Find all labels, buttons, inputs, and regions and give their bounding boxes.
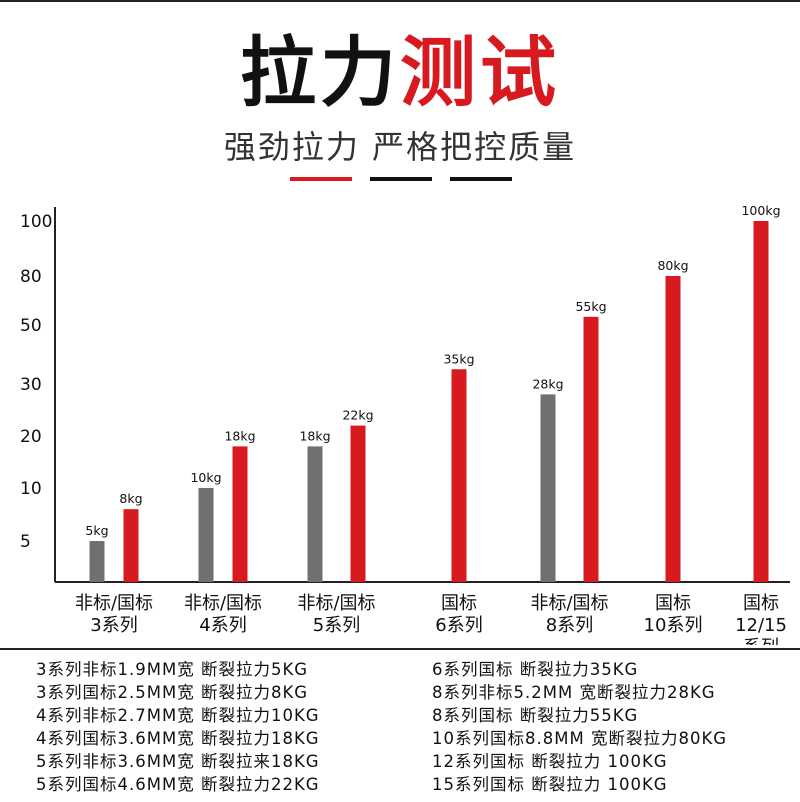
legend-line-right-6: 15系列国标 断裂拉力 100KG — [432, 775, 668, 794]
bar-value-label-g5-1: 28kg — [532, 376, 563, 391]
bar-value-label-g7-1: 100kg — [741, 203, 780, 218]
bar-value-label-g3-1: 18kg — [299, 428, 330, 443]
title-black-part: 拉力 — [240, 28, 400, 117]
legend-line-left-4: 4系列国标3.6MM宽 断裂拉力18KG — [36, 729, 320, 748]
category-label-g2-line2: 4系列 — [199, 615, 246, 636]
legend-line-left-3: 4系列非标2.7MM宽 断裂拉力10KG — [36, 706, 320, 725]
legend-line-right-4: 10系列国标8.8MM 宽断裂拉力80KG — [432, 729, 728, 748]
category-label-g7-line1: 国标 — [743, 593, 779, 614]
bar-g5-1 — [540, 394, 556, 582]
legend-line-left-1: 3系列非标1.9MM宽 断裂拉力5KG — [36, 660, 309, 679]
y-tick-label-5: 5 — [20, 532, 31, 552]
bar-value-label-g1-2: 8kg — [119, 491, 142, 506]
category-label-g5-line1: 非标/国标 — [530, 593, 608, 614]
y-tick-label-80: 80 — [20, 267, 42, 287]
page-subtitle: 强劲拉力 严格把控质量 — [223, 128, 577, 166]
page-title: 拉力测试 — [0, 28, 800, 118]
bar-value-label-g5-2: 55kg — [575, 299, 606, 314]
legend-line-right-5: 12系列国标 断裂拉力 100KG — [432, 752, 668, 771]
category-label-g2-line1: 非标/国标 — [184, 593, 262, 614]
bar-value-label-g1-1: 5kg — [85, 523, 108, 538]
y-tick-label-10: 10 — [20, 479, 42, 499]
legend-line-left-5: 5系列非标3.6MM宽 断裂拉来18KG — [36, 752, 320, 771]
category-label-g3-line1: 非标/国标 — [297, 593, 375, 614]
category-label-g5-line2: 8系列 — [546, 615, 593, 636]
bar-g2-2 — [232, 446, 248, 582]
category-label-g4-line2: 6系列 — [435, 615, 482, 636]
title-red-part: 测试 — [400, 28, 560, 117]
y-tick-label-30: 30 — [20, 375, 42, 395]
y-tick-label-100: 100 — [20, 212, 52, 232]
decor-dash-black-2 — [450, 177, 512, 181]
legend-line-right-1: 6系列国标 断裂拉力35KG — [432, 660, 639, 679]
y-tick-label-20: 20 — [20, 427, 42, 447]
bar-g1-2 — [123, 509, 139, 582]
category-label-g7-line2: 12/15 — [735, 615, 787, 636]
decor-dash-black-1 — [370, 177, 432, 181]
legend-line-left-2: 3系列国标2.5MM宽 断裂拉力8KG — [36, 683, 309, 702]
legend-line-right-2: 8系列非标5.2MM 宽断裂拉力28KG — [432, 683, 716, 702]
bar-value-label-g6-1: 80kg — [657, 258, 688, 273]
bar-g4-1 — [451, 369, 467, 582]
category-label-g1-line2: 3系列 — [90, 615, 137, 636]
tensile-bar-chart: 510203050801005kg8kg非标/国标3系列10kg18kg非标/国… — [20, 203, 790, 645]
bar-g2-1 — [198, 488, 214, 582]
decor-dash-red — [290, 177, 352, 181]
bar-value-label-g4-1: 35kg — [443, 351, 474, 366]
category-label-g7-line3: 系列 — [743, 637, 779, 645]
bar-value-label-g2-1: 10kg — [190, 470, 221, 485]
category-label-g1-line1: 非标/国标 — [75, 593, 153, 614]
bar-value-label-g2-2: 18kg — [224, 428, 255, 443]
spec-legend: 3系列非标1.9MM宽 断裂拉力5KG 3系列国标2.5MM宽 断裂拉力8KG 4系… — [0, 648, 800, 802]
legend-left-column: 3系列非标1.9MM宽 断裂拉力5KG 3系列国标2.5MM宽 断裂拉力8KG 4系… — [36, 658, 320, 796]
legend-line-left-6: 5系列国标4.6MM宽 断裂拉力22KG — [36, 775, 320, 794]
bar-g1-1 — [89, 541, 105, 582]
bar-g7-1 — [753, 221, 769, 582]
bar-g5-2 — [583, 316, 599, 582]
bar-value-label-g3-2: 22kg — [342, 408, 373, 423]
category-label-g6-line1: 国标 — [655, 593, 691, 614]
bar-g3-2 — [350, 425, 366, 582]
legend-right-column: 6系列国标 断裂拉力35KG 8系列非标5.2MM 宽断裂拉力28KG 8系列国标 … — [432, 658, 727, 796]
top-border — [0, 0, 800, 2]
category-label-g4-line1: 国标 — [441, 593, 477, 614]
bar-g6-1 — [665, 276, 681, 582]
category-label-g3-line2: 5系列 — [313, 615, 360, 636]
y-tick-label-50: 50 — [20, 316, 42, 336]
category-label-g6-line2: 10系列 — [644, 615, 703, 636]
bar-g3-1 — [307, 446, 323, 582]
legend-line-right-3: 8系列国标 断裂拉力55KG — [432, 706, 639, 725]
